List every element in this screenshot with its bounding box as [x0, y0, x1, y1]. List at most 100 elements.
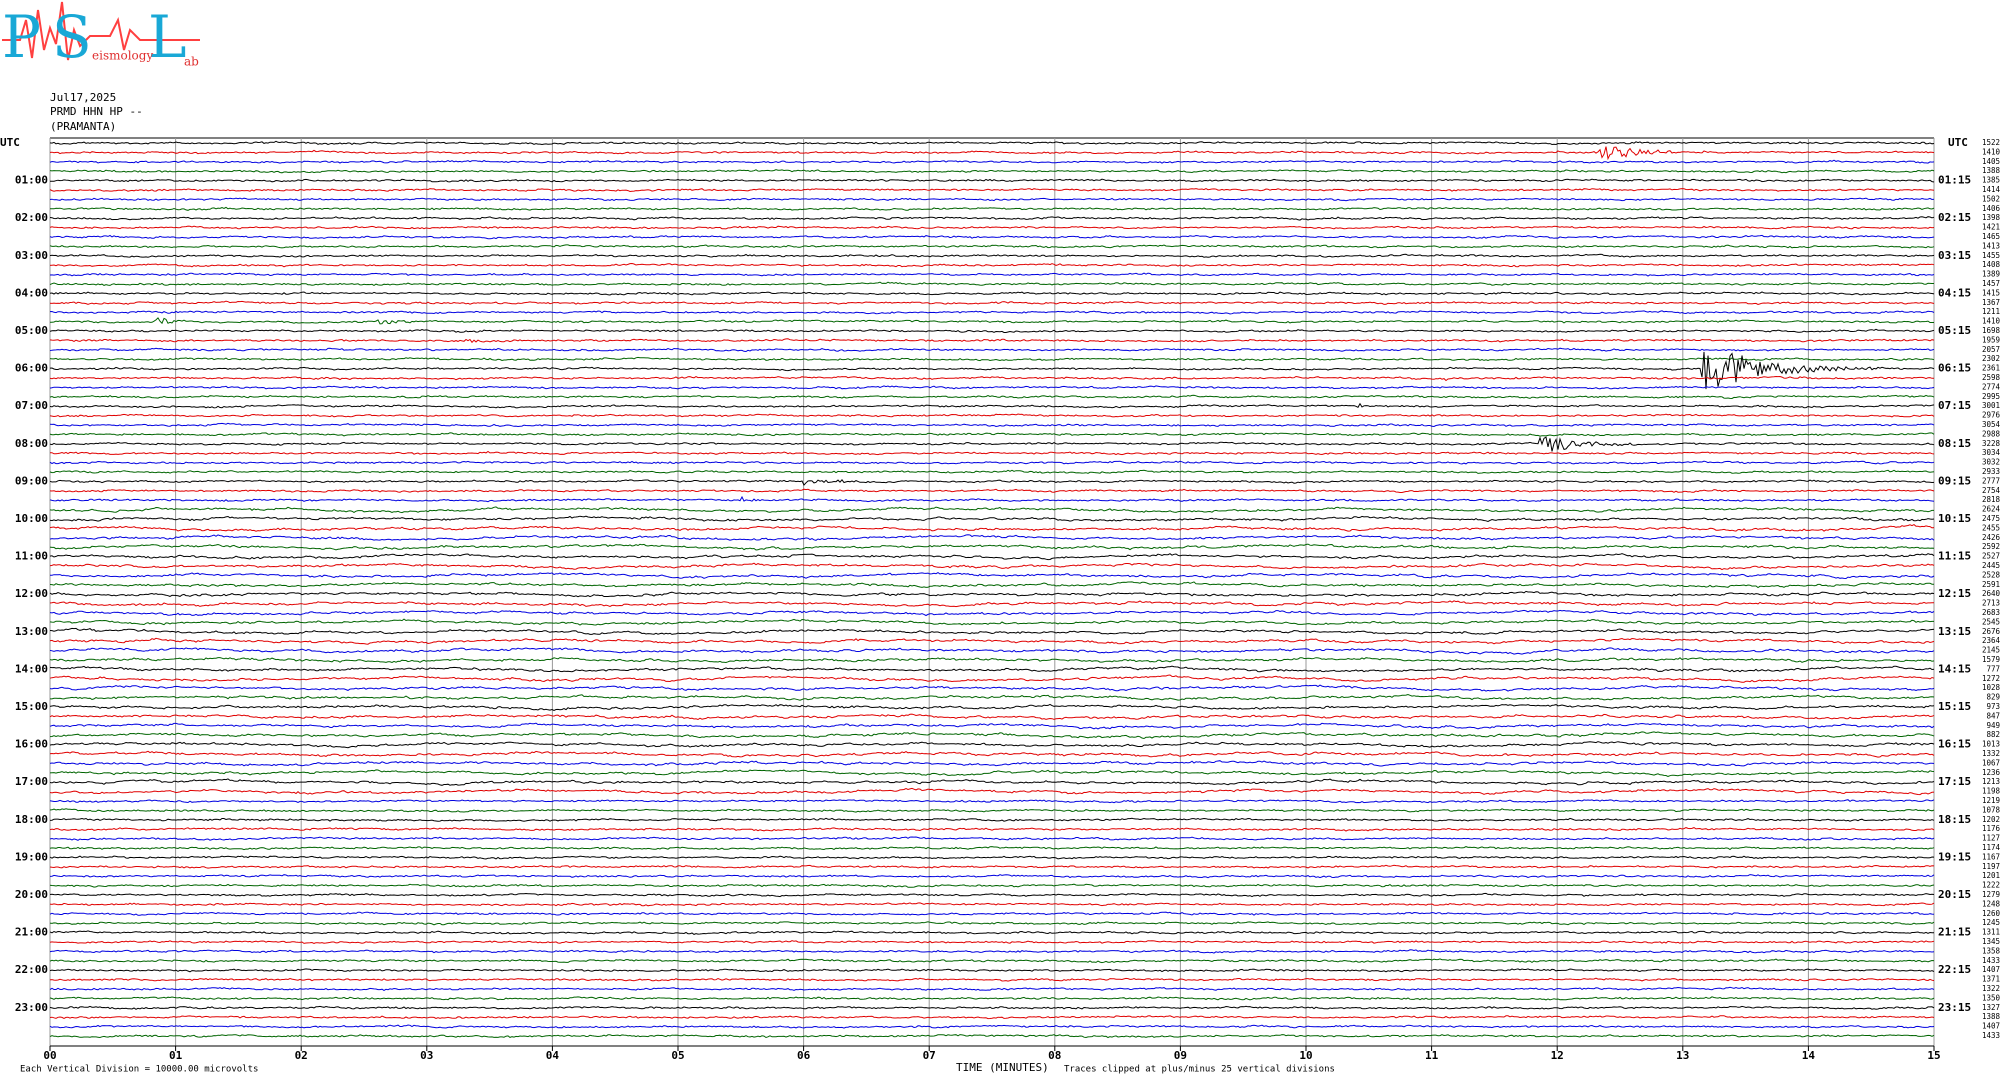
trace [49, 827, 1935, 832]
trace [49, 609, 1935, 617]
trace [49, 1024, 1935, 1029]
row-value: 2527 [1982, 552, 2000, 561]
trace [49, 940, 1935, 944]
trace [49, 338, 1935, 344]
trace [49, 637, 1935, 645]
row-value: 2592 [1982, 542, 2000, 551]
trace [49, 328, 1935, 333]
row-value: 1502 [1982, 194, 2000, 203]
row-value: 2624 [1982, 505, 2001, 514]
x-tick-label: 15 [1927, 1049, 1940, 1062]
trace [49, 272, 1935, 277]
x-tick-label: 07 [923, 1049, 936, 1062]
row-label-left: 01:00 [15, 174, 48, 187]
trace [49, 450, 1935, 456]
station: PRMD HHN HP -- [50, 105, 143, 118]
row-value: 1457 [1982, 279, 2000, 288]
row-value: 3001 [1982, 401, 2000, 410]
row-value: 1028 [1982, 683, 2001, 692]
x-tick-label: 09 [1174, 1049, 1187, 1062]
place: (PRAMANTA) [50, 120, 116, 133]
row-value: 1522 [1982, 138, 2000, 147]
row-label-right: UTC [1948, 136, 1968, 149]
row-value: 3054 [1982, 420, 2001, 429]
row-value: 1407 [1982, 965, 2000, 974]
row-value: 1245 [1982, 918, 2000, 927]
trace [49, 874, 1935, 879]
row-value: 1407 [1982, 1022, 2000, 1031]
row-label-right: 01:15 [1938, 174, 1971, 187]
row-value: 2364 [1982, 636, 2001, 645]
row-value: 2445 [1982, 561, 2000, 570]
row-label-left: 17:00 [15, 775, 48, 788]
row-label-right: 09:15 [1938, 474, 1971, 487]
x-axis-title: TIME (MINUTES) [956, 1061, 1049, 1074]
row-value: 2426 [1982, 533, 2001, 542]
trace [49, 703, 1935, 711]
row-value: 1332 [1982, 749, 2000, 758]
traces [49, 140, 1935, 1039]
trace [49, 778, 1935, 786]
row-label-left: 21:00 [15, 926, 48, 939]
row-value: 2713 [1982, 599, 2000, 608]
trace [49, 731, 1935, 740]
row-label-right: 18:15 [1938, 813, 1971, 826]
row-label-right: 22:15 [1938, 963, 1971, 976]
trace [49, 216, 1935, 221]
x-tick-label: 10 [1299, 1049, 1312, 1062]
row-value: 1698 [1982, 326, 2001, 335]
row-label-left: 14:00 [15, 662, 48, 675]
row-label-left: 04:00 [15, 286, 48, 299]
row-value: 1433 [1982, 1031, 2000, 1040]
row-value: 2988 [1982, 429, 2001, 438]
x-tick-label: 13 [1676, 1049, 1689, 1062]
row-label-right: 10:15 [1938, 512, 1971, 525]
row-value: 2528 [1982, 570, 2001, 579]
row-value: 2361 [1982, 364, 2000, 373]
trace [49, 300, 1935, 306]
trace [49, 197, 1935, 202]
row-value: 1260 [1982, 909, 2001, 918]
trace [49, 317, 1934, 325]
row-value: 1398 [1982, 213, 2001, 222]
row-label-left: 09:00 [15, 474, 48, 487]
row-value: 2145 [1982, 646, 2000, 655]
row-value: 2933 [1982, 467, 2000, 476]
trace [49, 647, 1935, 655]
row-label-right: 16:15 [1938, 738, 1971, 751]
logo-caption: eismology [92, 49, 153, 63]
row-value: 1222 [1982, 881, 2000, 890]
row-value: 2057 [1982, 345, 2000, 354]
row-value: 1358 [1982, 946, 2001, 955]
row-label-left: 10:00 [15, 512, 48, 525]
trace [49, 347, 1935, 353]
row-value: 1198 [1982, 787, 2001, 796]
logo-letter: P [2, 3, 41, 71]
row-value: 1406 [1982, 204, 2001, 213]
row-value: 1213 [1982, 777, 2000, 786]
trace [49, 581, 1934, 589]
trace [49, 534, 1935, 541]
trace [49, 902, 1935, 907]
trace [49, 234, 1935, 240]
row-value: 1322 [1982, 984, 2000, 993]
row-label-right: 23:15 [1938, 1001, 1971, 1014]
trace [49, 1005, 1935, 1010]
trace [49, 488, 1935, 493]
row-value: 3228 [1982, 439, 2001, 448]
row-label-right: 14:15 [1938, 662, 1971, 675]
row-value: 2302 [1982, 354, 2000, 363]
row-value: 3032 [1982, 458, 2000, 467]
row-value: 2598 [1982, 373, 2001, 382]
trace [49, 627, 1935, 635]
trace [49, 146, 1935, 161]
logo-caption: ab [184, 55, 199, 69]
trace [49, 986, 1935, 991]
row-value: 1078 [1982, 805, 2001, 814]
row-value: 1433 [1982, 956, 2000, 965]
trace [49, 495, 1935, 503]
row-value: 2545 [1982, 617, 2000, 626]
x-tick-label: 02 [295, 1049, 308, 1062]
row-value: 1067 [1982, 758, 2000, 767]
row-value: 1201 [1982, 871, 2000, 880]
